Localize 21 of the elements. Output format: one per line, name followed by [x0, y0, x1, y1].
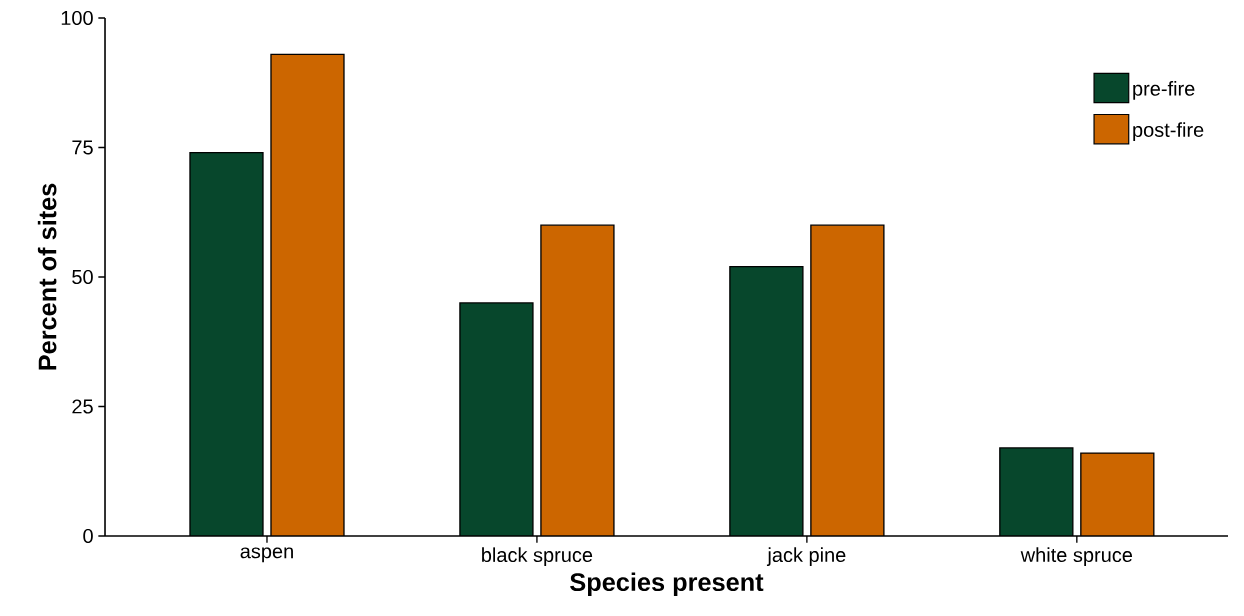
- bar: [1080, 452, 1155, 536]
- y-tick-label: 100: [61, 10, 93, 26]
- bar: [270, 54, 344, 536]
- y-tick-label: 0: [83, 528, 93, 544]
- x-tick-label: jack pine: [766, 547, 846, 566]
- y-axis-title: Percent of sites: [37, 183, 57, 370]
- x-tick-label: white spruce: [1020, 547, 1133, 566]
- bar: [459, 302, 533, 536]
- y-tick-label: 75: [72, 140, 93, 155]
- legend-label: post-fire: [1133, 122, 1204, 141]
- bar: [999, 447, 1074, 536]
- x-tick-label: aspen: [240, 547, 293, 563]
- bar: [540, 225, 614, 536]
- bar: [810, 225, 884, 536]
- bar: [189, 152, 263, 536]
- x-axis-title: Species present: [570, 572, 764, 597]
- y-tick-label: 25: [72, 399, 93, 414]
- bar: [729, 266, 803, 536]
- legend-label: pre-fire: [1133, 81, 1195, 100]
- y-tick-label: 50: [72, 269, 93, 285]
- x-tick-label: black spruce: [482, 547, 593, 566]
